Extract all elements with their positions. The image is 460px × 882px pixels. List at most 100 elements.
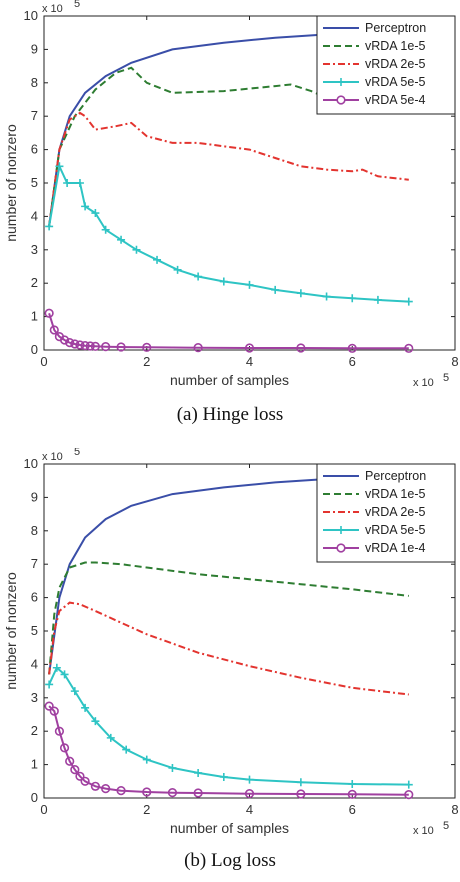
log-y-tick-label: 8 bbox=[31, 523, 38, 538]
log-series-3-point bbox=[122, 745, 131, 754]
hinge-y-tick-label: 5 bbox=[31, 175, 38, 190]
hinge-legend-marker-4 bbox=[336, 95, 346, 105]
hinge-y-axis-label: number of nonzero bbox=[3, 124, 19, 242]
chart-log-loss: 0 1 2 3 4 5 6 7 8 9 10 0 2 4 6 8 x 10 5 x 10 5 number of sam… bbox=[3, 448, 459, 837]
log-series-4-point bbox=[54, 726, 65, 736]
log-x-tick-label: 6 bbox=[349, 802, 356, 817]
hinge-x-tick-label: 6 bbox=[349, 354, 356, 369]
hinge-x-tick-label: 0 bbox=[40, 354, 47, 369]
hinge-series-3-point bbox=[91, 209, 100, 218]
hinge-y-tick-label: 8 bbox=[31, 75, 38, 90]
hinge-series-3-point bbox=[81, 202, 90, 211]
log-series-4-point bbox=[49, 706, 59, 716]
log-y-multiplier: x 10 bbox=[42, 451, 63, 463]
log-series-4-point bbox=[90, 781, 100, 791]
hinge-series-4-point bbox=[65, 338, 75, 348]
log-series-3-point bbox=[194, 768, 203, 777]
log-y-exponent: 5 bbox=[74, 448, 80, 458]
hinge-y-multiplier: x 10 bbox=[42, 3, 63, 15]
log-series-3-line bbox=[48, 666, 409, 786]
log-series-4-point bbox=[44, 701, 54, 711]
hinge-series-2-line bbox=[48, 111, 409, 227]
hinge-series-3-line bbox=[48, 162, 409, 303]
log-series-4-point bbox=[101, 784, 111, 794]
hinge-legend-label-1: vRDA 1e-5 bbox=[365, 39, 425, 53]
hinge-series-4-point bbox=[49, 325, 59, 335]
hinge-y-tick-label: 4 bbox=[31, 208, 38, 223]
log-y-tick-label: 3 bbox=[31, 690, 38, 705]
hinge-legend-label-3: vRDA 5e-5 bbox=[365, 75, 425, 89]
log-x-tick-label: 8 bbox=[451, 802, 458, 817]
log-y-tick-label: 2 bbox=[31, 723, 38, 738]
log-series-2-line bbox=[48, 601, 409, 696]
hinge-series-4-point bbox=[116, 342, 126, 352]
log-series-4-point bbox=[167, 788, 178, 798]
caption-log-loss: (b) Log loss bbox=[184, 850, 276, 871]
log-series-1-line bbox=[48, 561, 409, 675]
log-y-tick-label: 10 bbox=[24, 456, 38, 471]
hinge-legend-marker-3 bbox=[337, 78, 345, 86]
caption-hinge-loss: (a) Hinge loss bbox=[176, 404, 284, 425]
log-series-3-point bbox=[91, 717, 100, 726]
hinge-series-3-point bbox=[153, 255, 162, 264]
log-y-tick-label: 0 bbox=[31, 790, 38, 805]
log-x-tick-label: 2 bbox=[143, 802, 150, 817]
log-x-axis-label: number of samples bbox=[170, 820, 289, 836]
hinge-series-4-point bbox=[296, 343, 306, 353]
log-series-4-point bbox=[65, 756, 75, 766]
hinge-y-tick-label: 7 bbox=[31, 108, 38, 123]
hinge-series-3-point bbox=[194, 272, 203, 281]
hinge-x-tick-label: 2 bbox=[143, 354, 150, 369]
log-x-exponent: 5 bbox=[443, 820, 449, 832]
log-series-4-line bbox=[48, 705, 409, 796]
log-series-4-point bbox=[59, 743, 70, 753]
hinge-series-4-point bbox=[142, 342, 152, 352]
hinge-y-tick-label: 2 bbox=[31, 275, 38, 290]
log-series-4-point bbox=[244, 789, 255, 799]
log-series-3-point bbox=[70, 687, 79, 696]
hinge-series-3-point bbox=[373, 295, 382, 304]
hinge-series-3-point bbox=[55, 162, 64, 171]
log-legend-marker-3 bbox=[337, 526, 345, 534]
log-y-tick-label: 4 bbox=[31, 656, 38, 671]
log-series-3-point bbox=[348, 779, 357, 788]
log-y-tick-label: 1 bbox=[31, 757, 38, 772]
hinge-y-tick-label: 3 bbox=[31, 242, 38, 257]
hinge-series-3-point bbox=[271, 285, 280, 294]
log-series-3-point bbox=[45, 680, 54, 689]
log-legend-label-4: vRDA 1e-4 bbox=[365, 541, 425, 555]
log-series-3-point bbox=[168, 763, 177, 772]
log-series-4-point bbox=[347, 789, 357, 799]
hinge-y-tick-label: 9 bbox=[31, 41, 38, 56]
hinge-series-4-point bbox=[44, 308, 54, 318]
hinge-x-exponent: 5 bbox=[443, 372, 449, 384]
hinge-series-3-point bbox=[75, 179, 84, 187]
log-series-3-point bbox=[245, 775, 254, 784]
log-series-3-point bbox=[296, 778, 305, 787]
log-x-multiplier: x 10 bbox=[413, 825, 434, 837]
log-y-tick-label: 9 bbox=[31, 489, 38, 504]
log-legend-marker-4 bbox=[336, 543, 346, 553]
log-series-3-point bbox=[60, 670, 69, 679]
hinge-y-tick-label: 6 bbox=[31, 142, 38, 157]
log-legend-label-1: vRDA 1e-5 bbox=[365, 487, 425, 501]
hinge-series-3-point bbox=[322, 292, 331, 301]
log-x-tick-label: 0 bbox=[40, 802, 47, 817]
hinge-series-3-point bbox=[404, 297, 413, 306]
log-legend-label-0: Perceptron bbox=[365, 469, 426, 483]
log-series-3-point bbox=[404, 780, 413, 789]
log-series-3-point bbox=[219, 772, 228, 781]
hinge-y-exponent: 5 bbox=[74, 0, 80, 10]
hinge-legend-label-0: Perceptron bbox=[365, 21, 426, 35]
log-y-axis-label: number of nonzero bbox=[3, 572, 19, 690]
hinge-y-tick-label: 10 bbox=[24, 8, 38, 23]
log-y-tick-label: 5 bbox=[31, 623, 38, 638]
hinge-series-4-point bbox=[80, 341, 90, 351]
hinge-series-3-point bbox=[63, 179, 72, 187]
hinge-x-axis-label: number of samples bbox=[170, 372, 289, 388]
hinge-y-tick-label: 0 bbox=[31, 342, 38, 357]
hinge-series-4-line bbox=[48, 313, 409, 350]
hinge-x-tick-label: 8 bbox=[451, 354, 458, 369]
hinge-x-multiplier: x 10 bbox=[413, 377, 434, 389]
log-series-4-point bbox=[142, 787, 152, 797]
